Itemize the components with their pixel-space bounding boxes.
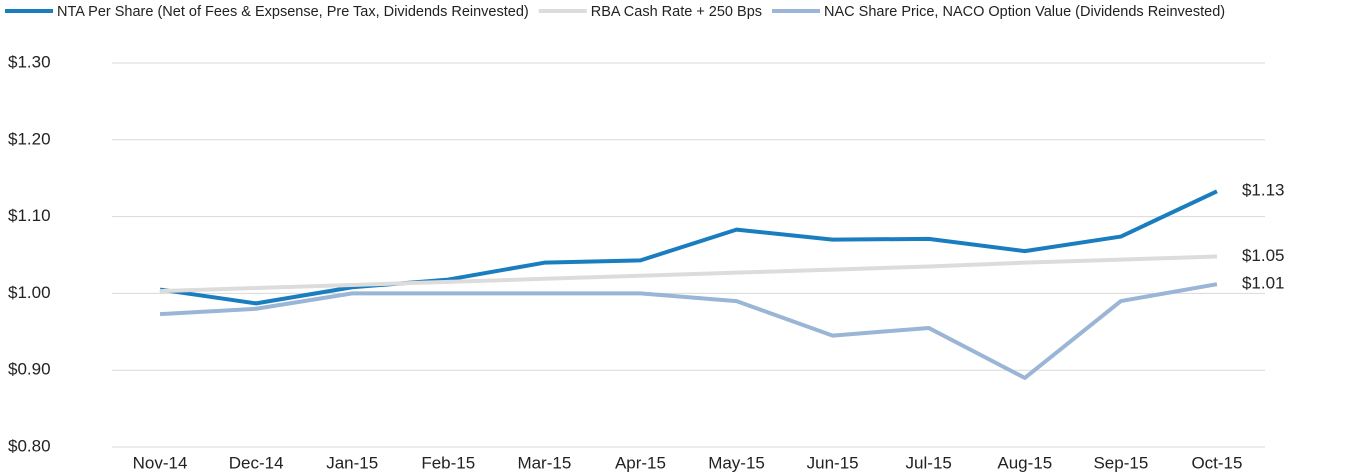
end-label: $1.01 <box>1242 274 1285 293</box>
series-line <box>159 189 1218 306</box>
x-tick-label: Feb-15 <box>421 453 475 472</box>
x-tick-label: Jan-15 <box>326 453 378 472</box>
legend-label: NAC Share Price, NACO Option Value (Divi… <box>824 4 1225 20</box>
end-label: $1.05 <box>1242 246 1285 265</box>
y-tick-label: $1.00 <box>8 283 51 302</box>
x-tick-label: Apr-15 <box>615 453 666 472</box>
x-tick-label: Nov-14 <box>133 453 188 472</box>
x-tick-label: Mar-15 <box>517 453 571 472</box>
legend-label: RBA Cash Rate + 250 Bps <box>591 4 762 20</box>
y-tick-label: $0.90 <box>8 360 51 379</box>
y-tick-label: $0.80 <box>8 436 51 455</box>
series-line <box>159 254 1218 294</box>
y-tick-label: $1.20 <box>8 129 51 148</box>
x-tick-label: Oct-15 <box>1191 453 1242 472</box>
x-tick-label: Dec-14 <box>229 453 284 472</box>
y-tick-label: $1.10 <box>8 206 51 225</box>
x-tick-label: May-15 <box>708 453 765 472</box>
legend-label: NTA Per Share (Net of Fees & Expsense, P… <box>57 4 529 20</box>
x-tick-label: Sep-15 <box>1093 453 1148 472</box>
x-tick-label: Aug-15 <box>997 453 1052 472</box>
series-line <box>159 282 1218 380</box>
end-label: $1.13 <box>1242 181 1285 200</box>
x-tick-label: Jul-15 <box>906 453 952 472</box>
x-tick-label: Jun-15 <box>807 453 859 472</box>
y-tick-label: $1.30 <box>8 52 51 71</box>
